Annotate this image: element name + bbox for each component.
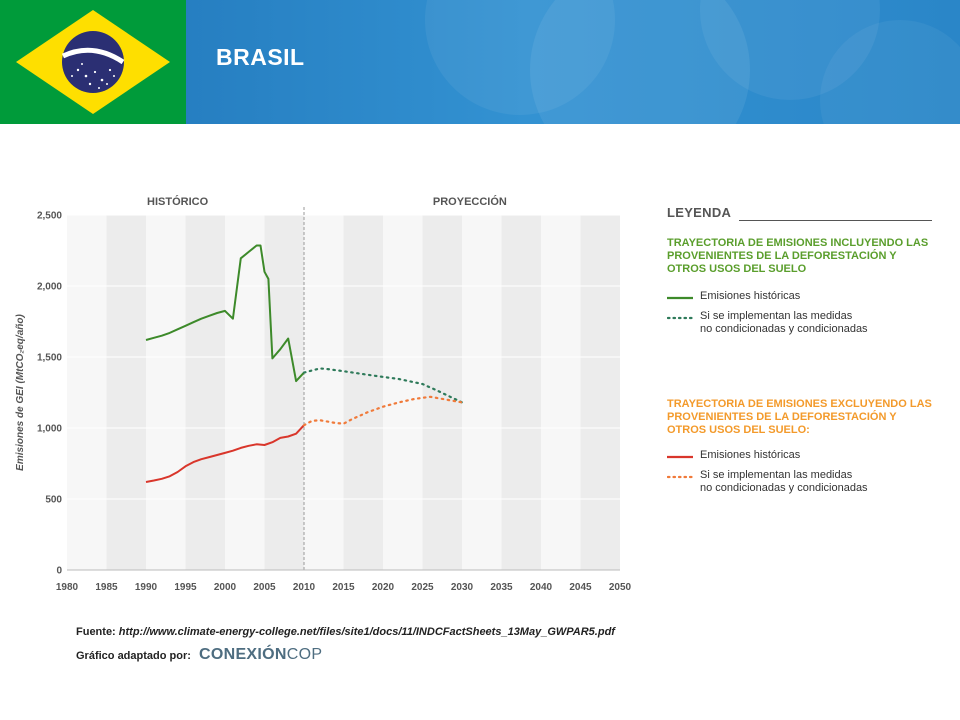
x-tick-label: 1990: [135, 582, 158, 593]
y-tick-label: 500: [45, 495, 62, 506]
x-tick-label: 2040: [530, 582, 553, 593]
x-tick-label: 2035: [490, 582, 513, 593]
x-tick-label: 2010: [293, 582, 316, 593]
legend-label-line1: Si se implementan las medidas: [700, 310, 853, 322]
x-tick-label: 2030: [451, 582, 474, 593]
legend-group-excluding: TRAYECTORIA DE EMISIONES EXCLUYENDO LAS …: [667, 398, 937, 501]
brazil-flag: [0, 0, 186, 124]
y-axis-label: Emisiones de GEI (MtCO₂eq/año): [15, 314, 26, 471]
grid-band: [422, 215, 462, 570]
brand-bold: CONEXIÓN: [199, 646, 287, 663]
series-line-excl_proj: [302, 395, 464, 427]
y-tick-label: 2,500: [37, 211, 62, 222]
y-tick-label: 1,500: [37, 353, 62, 364]
conexion-cop-logo: CONEXIÓNCOP: [199, 646, 322, 664]
legend-label-line2: no condicionadas y condicionadas: [700, 482, 868, 494]
legend-label: Si se implementan las medidas no condici…: [700, 469, 868, 495]
legend-item: Emisiones históricas: [667, 449, 937, 481]
series-line-incl_proj: [302, 367, 464, 404]
grid-band: [264, 215, 304, 570]
legend-item: Emisiones históricas: [667, 290, 937, 322]
legend-label: Emisiones históricas: [700, 449, 801, 461]
source-citation: Fuente: http://www.climate-energy-colleg…: [76, 626, 615, 638]
x-tick-label: 2005: [253, 582, 276, 593]
series-line-excl_hist: [145, 424, 305, 483]
legend-swatch-solid-red: [667, 455, 693, 459]
legend-swatch-dotted-green: [667, 316, 693, 320]
legend: LEYENDA TRAYECTORIA DE EMISIONES INCLUYE…: [667, 205, 937, 494]
legend-label: Si se implementan las medidas no condici…: [700, 310, 868, 336]
y-tick-label: 2,000: [37, 282, 62, 293]
x-tick-label: 2025: [411, 582, 434, 593]
grid-band: [343, 215, 383, 570]
legend-group-heading: TRAYECTORIA DE EMISIONES EXCLUYENDO LAS …: [667, 398, 932, 436]
emissions-chart: 0 500 1,000 1,500 2,000 2,500 1980 1985 1990 1995…: [15, 195, 632, 593]
legend-item: Si se implementan las medidas no condici…: [667, 469, 937, 501]
page-title: BRASIL: [216, 44, 305, 70]
x-tick-label: 1980: [56, 582, 79, 593]
x-tick-label: 2045: [569, 582, 592, 593]
legend-label-line2: no condicionadas y condicionadas: [700, 323, 868, 335]
x-tick-label: 1995: [174, 582, 197, 593]
y-tick-label: 1,000: [37, 424, 62, 435]
labels-layer: 0 500 1,000 1,500 2,000 2,500 1980 1985 1990 1995…: [15, 195, 632, 593]
grid-band: [580, 215, 620, 570]
x-tick-label: 2050: [609, 582, 632, 593]
legend-swatch-dotted-orange: [667, 475, 693, 479]
source-label: Fuente:: [76, 626, 116, 638]
series-layer: [145, 244, 464, 483]
brand-light: COP: [286, 646, 323, 663]
legend-rule: [739, 220, 932, 221]
x-tick-label: 2020: [372, 582, 395, 593]
legend-label: Emisiones históricas: [700, 290, 801, 302]
source-url[interactable]: http://www.climate-energy-college.net/fi…: [118, 626, 615, 638]
legend-group-heading: TRAYECTORIA DE EMISIONES INCLUYENDO LAS …: [667, 237, 929, 275]
section-label-historical: HISTÓRICO: [147, 195, 209, 208]
adapted-by-label: Gráfico adaptado por:: [76, 650, 191, 662]
series-line-incl_hist: [145, 244, 305, 383]
grid-band: [501, 215, 541, 570]
grid-band: [106, 215, 146, 570]
x-tick-label: 2015: [332, 582, 355, 593]
legend-group-including: TRAYECTORIA DE EMISIONES INCLUYENDO LAS …: [667, 237, 937, 342]
x-tick-label: 2000: [214, 582, 237, 593]
legend-label-line1: Si se implementan las medidas: [700, 469, 853, 481]
section-label-projection: PROYECCIÓN: [433, 195, 507, 208]
plot-bands: [67, 215, 620, 570]
x-tick-label: 1985: [95, 582, 118, 593]
legend-item: Si se implementan las medidas no condici…: [667, 310, 937, 342]
y-tick-label: 0: [56, 566, 62, 577]
legend-title: LEYENDA: [667, 205, 732, 220]
legend-swatch-solid-green: [667, 296, 693, 300]
grid-lines: [67, 207, 620, 570]
grid-band: [185, 215, 225, 570]
